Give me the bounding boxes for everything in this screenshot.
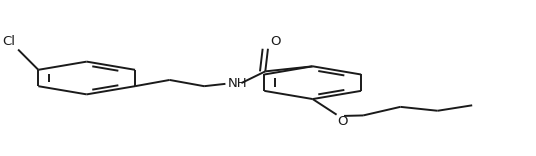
Text: Cl: Cl [3, 35, 16, 48]
Text: O: O [338, 115, 348, 128]
Text: NH: NH [228, 77, 248, 90]
Text: O: O [271, 35, 281, 48]
